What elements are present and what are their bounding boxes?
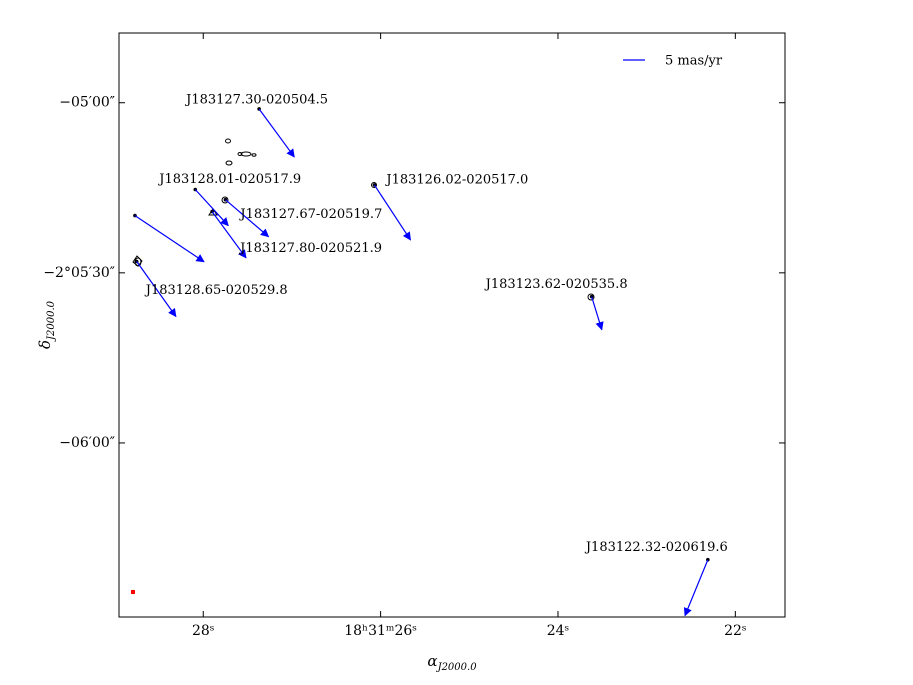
source-label: J183127.67-020519.7 (238, 207, 382, 222)
proper-motion-arrow (134, 215, 205, 263)
y-label-subscript: J2000.0 (46, 300, 57, 342)
y-tick-label: −06′00″ (59, 435, 115, 451)
x-tick-label: 22ˢ (724, 623, 747, 639)
source-label: J183127.30-020504.5 (184, 92, 328, 107)
proper-motion-arrow (225, 199, 270, 238)
beam (131, 590, 135, 594)
proper-motion-arrow (258, 108, 295, 158)
source-label: J183123.62-020535.8 (484, 277, 628, 292)
x-tick-label: 18ʰ31ᵐ26ˢ (344, 623, 417, 639)
source-label: J183122.32-020619.6 (584, 540, 728, 555)
contours (132, 138, 595, 301)
proper-motion-arrow (211, 211, 247, 259)
y-label-symbol: δ (36, 340, 54, 349)
x-tick-label: 28ˢ (192, 623, 215, 639)
proper-motion-arrow (591, 296, 604, 331)
source-label: J183128.65-020529.8 (144, 283, 288, 298)
proper-motion-arrow (373, 184, 411, 241)
x-axis-label: αJ2000.0 (427, 652, 477, 673)
x-label-subscript: J2000.0 (436, 662, 478, 673)
plot-frame (118, 32, 786, 618)
source-label: J183128.01-020517.9 (157, 172, 301, 187)
legend-label: 5 mas/yr (665, 54, 723, 69)
x-label-symbol: α (427, 652, 437, 670)
proper-motion-arrow (683, 559, 709, 617)
y-tick-label: −05′00″ (59, 95, 115, 111)
proper-motion-arrow (136, 261, 177, 318)
source-label: J183127.80-020521.9 (238, 241, 382, 256)
proper-motion-arrow (194, 189, 229, 227)
y-tick-label: −2°05′30″ (43, 265, 115, 281)
y-axis-label: δJ2000.0 (36, 300, 57, 349)
source-label: J183126.02-020517.0 (384, 172, 528, 187)
x-tick-label: 24ˢ (547, 623, 570, 639)
